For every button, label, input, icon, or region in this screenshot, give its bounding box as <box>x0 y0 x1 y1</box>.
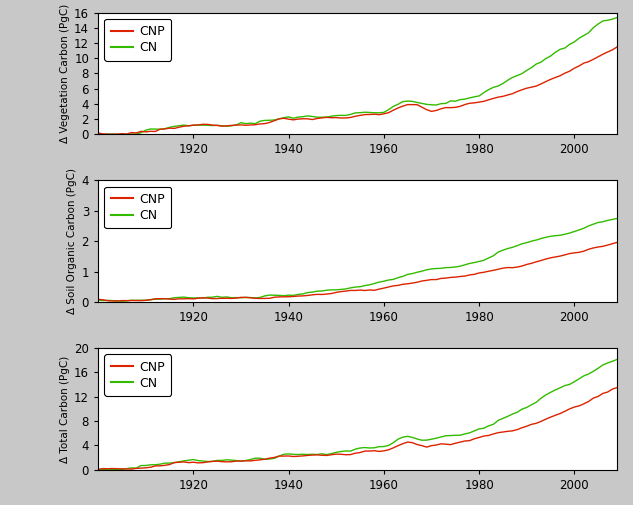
CN <box>466 261 473 267</box>
CNP <box>466 272 473 278</box>
CN <box>604 360 611 366</box>
Y-axis label: Δ Soil Organic Carbon (PgC): Δ Soil Organic Carbon (PgC) <box>68 168 77 314</box>
CN <box>599 18 606 24</box>
CN <box>461 96 468 102</box>
CNP <box>247 458 254 464</box>
CNP <box>337 115 345 121</box>
CN <box>251 295 259 301</box>
CN <box>94 467 102 473</box>
CNP <box>466 100 473 106</box>
CNP <box>604 49 611 55</box>
CNP <box>94 130 102 136</box>
CN <box>585 223 592 229</box>
CNP <box>337 288 345 294</box>
CN <box>604 217 611 223</box>
Line: CN: CN <box>98 18 617 134</box>
CN <box>351 446 359 452</box>
CNP <box>347 451 354 458</box>
CNP <box>94 296 102 302</box>
Legend: CNP, CN: CNP, CN <box>104 19 172 61</box>
CNP <box>351 287 359 293</box>
Line: CNP: CNP <box>98 387 617 470</box>
CNP <box>599 390 606 396</box>
CNP <box>461 438 468 444</box>
CNP <box>585 246 592 252</box>
CN <box>94 131 102 137</box>
Y-axis label: Δ Total Carbon (PgC): Δ Total Carbon (PgC) <box>60 355 70 463</box>
CN <box>613 15 621 21</box>
Legend: CNP, CN: CNP, CN <box>104 187 172 228</box>
CN <box>332 113 340 119</box>
CNP <box>585 59 592 65</box>
CNP <box>113 298 121 304</box>
CNP <box>613 384 621 390</box>
CNP <box>613 239 621 245</box>
CN <box>466 430 473 436</box>
CN <box>251 455 259 461</box>
CN <box>337 448 345 454</box>
CN <box>613 216 621 222</box>
CN <box>94 297 102 303</box>
CN <box>118 298 126 304</box>
CNP <box>94 467 102 473</box>
CN <box>351 284 359 290</box>
CNP <box>251 295 259 301</box>
CN <box>585 371 592 377</box>
CNP <box>351 113 359 119</box>
Line: CNP: CNP <box>98 47 617 134</box>
CN <box>337 286 345 292</box>
CN <box>613 357 621 363</box>
Line: CNP: CNP <box>98 242 617 301</box>
CN <box>580 32 587 38</box>
CN <box>347 112 354 118</box>
Y-axis label: Δ Vegetation Carbon (PgC): Δ Vegetation Carbon (PgC) <box>60 4 70 143</box>
Legend: CNP, CN: CNP, CN <box>104 355 172 396</box>
CNP <box>580 401 587 407</box>
CN <box>247 120 254 126</box>
CNP <box>604 242 611 248</box>
Line: CN: CN <box>98 219 617 301</box>
CNP <box>332 451 340 457</box>
CNP <box>104 131 111 137</box>
CNP <box>613 44 621 50</box>
CNP <box>251 122 259 128</box>
CN <box>109 467 116 473</box>
Line: CN: CN <box>98 360 617 470</box>
